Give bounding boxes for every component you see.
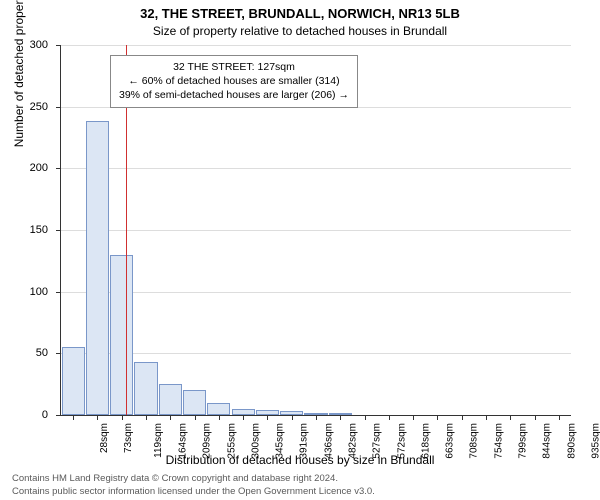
annotation-line1: 32 THE STREET: 127sqm bbox=[119, 60, 349, 74]
grid-line bbox=[61, 45, 571, 46]
y-axis-title: Number of detached properties bbox=[12, 0, 26, 147]
grid-line bbox=[61, 353, 571, 354]
x-tick-mark bbox=[195, 415, 196, 420]
x-tick-mark bbox=[559, 415, 560, 420]
y-tick-label: 100 bbox=[18, 286, 48, 298]
x-tick-mark bbox=[146, 415, 147, 420]
histogram-bar bbox=[134, 362, 157, 415]
histogram-bar bbox=[159, 384, 182, 415]
y-tick-label: 250 bbox=[18, 101, 48, 113]
grid-line bbox=[61, 230, 571, 231]
y-tick-label: 0 bbox=[18, 409, 48, 421]
x-tick-label: 28sqm bbox=[99, 423, 110, 453]
histogram-bar bbox=[207, 403, 230, 415]
x-tick-mark bbox=[170, 415, 171, 420]
y-tick-mark bbox=[56, 107, 61, 108]
x-tick-mark bbox=[535, 415, 536, 420]
x-tick-mark bbox=[97, 415, 98, 420]
x-tick-mark bbox=[267, 415, 268, 420]
x-tick-mark bbox=[462, 415, 463, 420]
y-tick-mark bbox=[56, 45, 61, 46]
x-axis-title: Distribution of detached houses by size … bbox=[0, 453, 600, 467]
histogram-bar bbox=[86, 121, 109, 415]
x-tick-label: 73sqm bbox=[123, 423, 134, 453]
histogram-bar bbox=[183, 390, 206, 415]
annotation-line3: 39% of semi-detached houses are larger (… bbox=[119, 88, 349, 102]
y-tick-mark bbox=[56, 168, 61, 169]
x-tick-mark bbox=[340, 415, 341, 420]
histogram-bar bbox=[110, 255, 133, 415]
y-tick-mark bbox=[56, 230, 61, 231]
y-tick-label: 300 bbox=[18, 39, 48, 51]
x-tick-mark bbox=[316, 415, 317, 420]
footer-line2: Contains public sector information licen… bbox=[12, 486, 375, 498]
x-tick-mark bbox=[486, 415, 487, 420]
y-tick-label: 200 bbox=[18, 162, 48, 174]
y-tick-label: 150 bbox=[18, 224, 48, 236]
footer-line1: Contains HM Land Registry data © Crown c… bbox=[12, 473, 375, 485]
x-tick-mark bbox=[437, 415, 438, 420]
x-tick-mark bbox=[292, 415, 293, 420]
x-tick-mark bbox=[365, 415, 366, 420]
y-tick-mark bbox=[56, 415, 61, 416]
histogram-bar bbox=[62, 347, 85, 415]
footer-attribution: Contains HM Land Registry data © Crown c… bbox=[12, 473, 375, 498]
annotation-line2: ← 60% of detached houses are smaller (31… bbox=[119, 74, 349, 88]
histogram-chart: 32, THE STREET, BRUNDALL, NORWICH, NR13 … bbox=[0, 0, 600, 500]
x-tick-mark bbox=[73, 415, 74, 420]
y-tick-label: 50 bbox=[18, 347, 48, 359]
x-tick-mark bbox=[122, 415, 123, 420]
y-tick-mark bbox=[56, 292, 61, 293]
x-tick-mark bbox=[389, 415, 390, 420]
x-tick-mark bbox=[413, 415, 414, 420]
x-tick-mark bbox=[219, 415, 220, 420]
x-tick-mark bbox=[243, 415, 244, 420]
annotation-box: 32 THE STREET: 127sqm ← 60% of detached … bbox=[110, 55, 358, 108]
x-tick-mark bbox=[510, 415, 511, 420]
grid-line bbox=[61, 168, 571, 169]
y-tick-mark bbox=[56, 353, 61, 354]
chart-title: 32, THE STREET, BRUNDALL, NORWICH, NR13 … bbox=[0, 6, 600, 21]
grid-line bbox=[61, 292, 571, 293]
chart-subtitle: Size of property relative to detached ho… bbox=[0, 24, 600, 38]
